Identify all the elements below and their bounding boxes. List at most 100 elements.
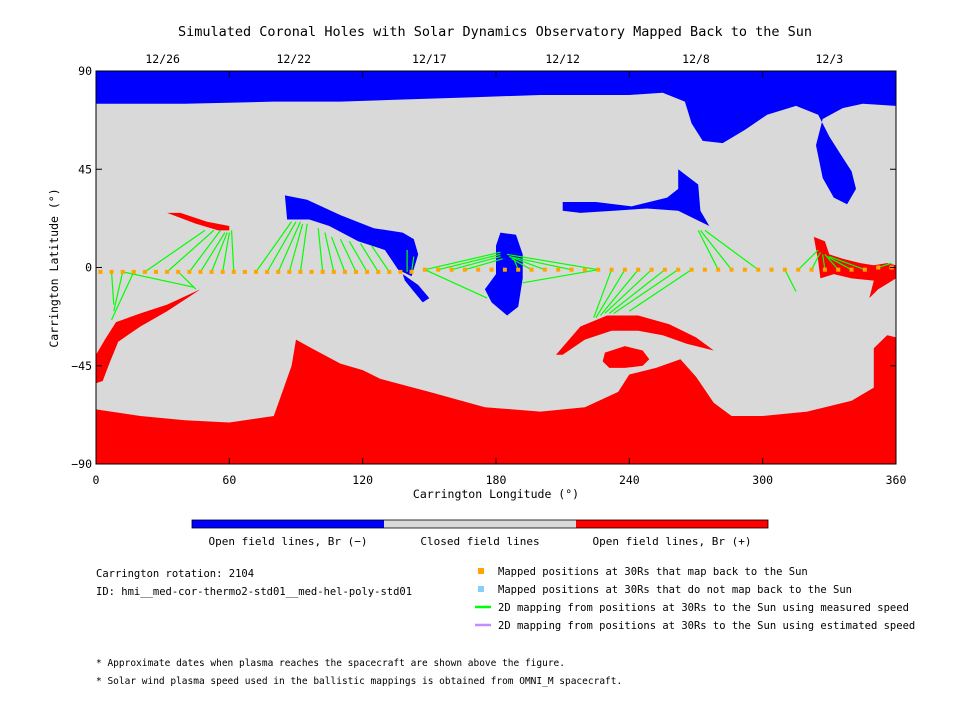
legend-label: 2D mapping from positions at 30Rs to the… [498, 602, 909, 614]
mapping-line [438, 253, 501, 271]
mapping-line [599, 269, 639, 316]
x-tick-label: 0 [93, 473, 100, 487]
mapping-line [424, 269, 488, 299]
top-date-label: 12/3 [815, 52, 843, 66]
mapping-line [299, 223, 308, 272]
mapping-line [288, 223, 304, 273]
mapped-point [109, 269, 114, 274]
mapping-line [339, 238, 357, 273]
y-axis-label: Carrington Latitude (°) [47, 188, 61, 347]
mapping-line [188, 230, 221, 273]
mapping-line [113, 271, 124, 312]
y-tick-label: 0 [85, 261, 92, 275]
mapped-point [320, 269, 325, 274]
mapping-line [222, 232, 230, 272]
mapped-point [556, 267, 561, 272]
mapped-point [287, 269, 292, 274]
region-south-arc-positive [556, 315, 714, 355]
mapped-point [862, 267, 867, 272]
mapped-point [120, 269, 125, 274]
footnote-1: * Approximate dates when plasma reaches … [96, 658, 565, 669]
mapping-line [410, 256, 415, 272]
mapped-point [209, 269, 214, 274]
mapped-point [154, 269, 158, 274]
footnote-2: * Solar wind plasma speed used in the ba… [96, 676, 622, 687]
mapped-point [176, 269, 181, 274]
mapping-line [166, 229, 215, 273]
region-south-bulge-positive [602, 346, 650, 368]
mapped-point [98, 269, 103, 274]
mapping-line [629, 269, 692, 312]
colorbar-label: Open field lines, Br (+) [593, 535, 752, 548]
mapping-line [509, 255, 572, 271]
top-date-label: 12/26 [145, 52, 180, 66]
y-tick-label: −45 [71, 359, 92, 373]
mapped-point [849, 267, 854, 272]
legend-marker [478, 586, 484, 592]
legend-label: Mapped positions at 30Rs that map back t… [498, 566, 808, 578]
x-tick-label: 180 [486, 473, 507, 487]
mapped-point [662, 267, 667, 272]
mapping-line [144, 229, 206, 273]
top-date-label: 12/17 [412, 52, 447, 66]
mapped-point [876, 265, 881, 270]
mapped-point [220, 269, 225, 274]
region-south-open-positive [96, 335, 896, 464]
mapped-point [342, 269, 347, 274]
colorbar-label: Open field lines, Br (−) [209, 535, 368, 548]
region-north-open-negative [96, 71, 896, 205]
mapped-point [449, 267, 454, 272]
mapping-line [784, 269, 797, 292]
mapping-line [230, 230, 235, 272]
mapped-point [398, 269, 403, 274]
mapped-point [422, 267, 427, 272]
region-coronal-hole-180 [484, 232, 523, 316]
mapping-line [604, 269, 652, 314]
mapping-line [199, 232, 226, 273]
mapped-point [365, 269, 370, 274]
colorbar-segment [192, 520, 384, 528]
mapping-line [811, 251, 821, 270]
map-area [96, 71, 896, 464]
model-id: ID: hmi__med-cor-thermo2-std01__med-hel-… [96, 586, 412, 598]
colorbar-label: Closed field lines [420, 535, 539, 548]
mapped-point [198, 269, 203, 274]
mapping-lines [110, 221, 892, 321]
mapped-point [729, 267, 734, 272]
mapping-line [613, 269, 679, 314]
mapped-point [569, 267, 574, 272]
mapped-point [331, 269, 336, 274]
mapped-point [836, 267, 841, 272]
x-tick-label: 60 [222, 473, 236, 487]
mapped-point [529, 267, 534, 272]
mapping-line [464, 258, 503, 271]
region-north-open-negative-tail [402, 274, 430, 303]
mapped-point [354, 269, 358, 274]
mapped-point [716, 267, 721, 272]
mapped-point [131, 269, 136, 274]
mapping-line [277, 221, 301, 273]
mapping-line [266, 221, 297, 273]
mapping-line [593, 269, 613, 318]
mapped-point [636, 267, 641, 272]
mapped-point [769, 267, 774, 272]
mapped-point [242, 269, 247, 274]
mapped-point [187, 269, 192, 274]
chart-title: Simulated Coronal Holes with Solar Dynam… [178, 24, 812, 40]
mapping-line [878, 262, 892, 269]
top-date-label: 12/22 [276, 52, 311, 66]
mapping-line [507, 253, 599, 271]
y-tick-label: 90 [78, 64, 92, 78]
x-tick-label: 240 [619, 473, 640, 487]
mapping-line [829, 256, 866, 271]
mapping-line [348, 240, 368, 273]
region-north-open-negative-band [284, 195, 419, 277]
mapping-line [797, 249, 819, 271]
mapped-point [782, 267, 787, 272]
x-tick-label: 360 [886, 473, 907, 487]
mapped-point [609, 267, 614, 272]
mapped-point [502, 267, 507, 272]
mapped-point [622, 267, 627, 272]
carrington-rotation: Carrington rotation: 2104 [96, 568, 254, 580]
